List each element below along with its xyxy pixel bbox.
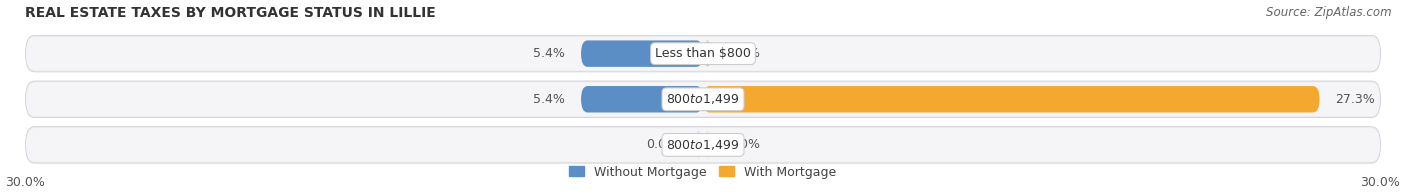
Text: 0.0%: 0.0% (728, 47, 759, 60)
FancyBboxPatch shape (695, 132, 703, 158)
Legend: Without Mortgage, With Mortgage: Without Mortgage, With Mortgage (564, 160, 842, 183)
FancyBboxPatch shape (703, 132, 711, 158)
FancyBboxPatch shape (703, 40, 711, 67)
FancyBboxPatch shape (27, 37, 1379, 71)
FancyBboxPatch shape (27, 82, 1379, 116)
FancyBboxPatch shape (25, 35, 1381, 72)
Text: 0.0%: 0.0% (728, 138, 759, 151)
FancyBboxPatch shape (25, 127, 1381, 163)
FancyBboxPatch shape (703, 86, 1320, 113)
Text: 5.4%: 5.4% (533, 93, 565, 106)
FancyBboxPatch shape (25, 81, 1381, 118)
Text: $800 to $1,499: $800 to $1,499 (666, 92, 740, 106)
Text: 0.0%: 0.0% (647, 138, 678, 151)
FancyBboxPatch shape (581, 86, 703, 113)
Text: REAL ESTATE TAXES BY MORTGAGE STATUS IN LILLIE: REAL ESTATE TAXES BY MORTGAGE STATUS IN … (25, 5, 436, 20)
FancyBboxPatch shape (27, 128, 1379, 162)
Text: 5.4%: 5.4% (533, 47, 565, 60)
Text: Less than $800: Less than $800 (655, 47, 751, 60)
Text: $800 to $1,499: $800 to $1,499 (666, 138, 740, 152)
Text: 27.3%: 27.3% (1336, 93, 1375, 106)
Text: Source: ZipAtlas.com: Source: ZipAtlas.com (1267, 6, 1392, 19)
FancyBboxPatch shape (581, 40, 703, 67)
